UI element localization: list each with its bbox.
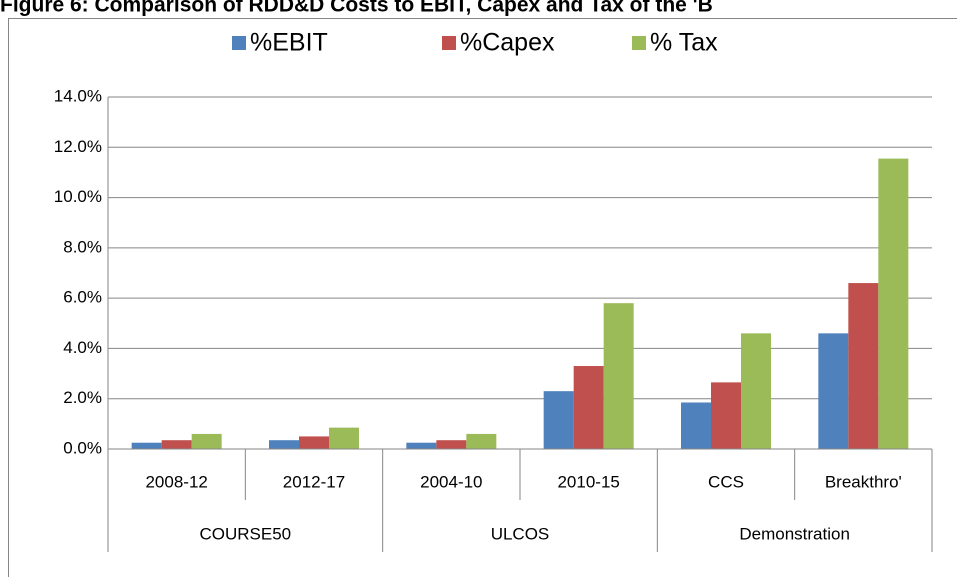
y-tick-label: 0.0% [63, 438, 102, 457]
bar [191, 433, 222, 449]
y-tick-label: 10.0% [54, 187, 102, 206]
x-tick-label: 2004-10 [420, 472, 482, 491]
bar [466, 433, 497, 449]
y-tick-label: 6.0% [63, 288, 102, 307]
bar [406, 442, 437, 449]
bar [299, 436, 329, 449]
y-tick-label: 12.0% [54, 137, 102, 156]
x-tick-label: 2008-12 [145, 472, 207, 491]
legend-label: % Tax [650, 29, 718, 57]
bar [269, 440, 299, 449]
y-tick-label: 2.0% [63, 388, 102, 407]
bar [161, 440, 192, 449]
bar [711, 382, 741, 449]
legend-label: %EBIT [250, 29, 328, 57]
bar [681, 402, 711, 449]
bar [818, 333, 849, 449]
y-tick-label: 8.0% [63, 237, 102, 256]
group-label: COURSE50 [200, 524, 292, 543]
chart-title: Figure 6: Comparison of RDD&D Costs to E… [0, 0, 713, 17]
bar [131, 442, 162, 449]
bar [436, 440, 467, 449]
bar [573, 366, 604, 449]
bar [603, 303, 634, 449]
x-tick-label: 2010-15 [557, 472, 619, 491]
bar [848, 283, 879, 449]
x-tick-label: CCS [708, 472, 744, 491]
bar [741, 333, 771, 449]
bar [329, 427, 359, 449]
group-label: ULCOS [491, 524, 550, 543]
bar [543, 391, 574, 449]
y-tick-label: 14.0% [54, 86, 102, 105]
legend-swatch [442, 36, 456, 50]
group-label: Demonstration [739, 524, 850, 543]
bar [878, 158, 909, 449]
legend-swatch [632, 36, 646, 50]
x-tick-label: Breakthro' [825, 472, 902, 491]
legend-label: %Capex [460, 29, 555, 57]
x-tick-label: 2012-17 [283, 472, 345, 491]
y-tick-label: 4.0% [63, 338, 102, 357]
legend-swatch [232, 36, 246, 50]
